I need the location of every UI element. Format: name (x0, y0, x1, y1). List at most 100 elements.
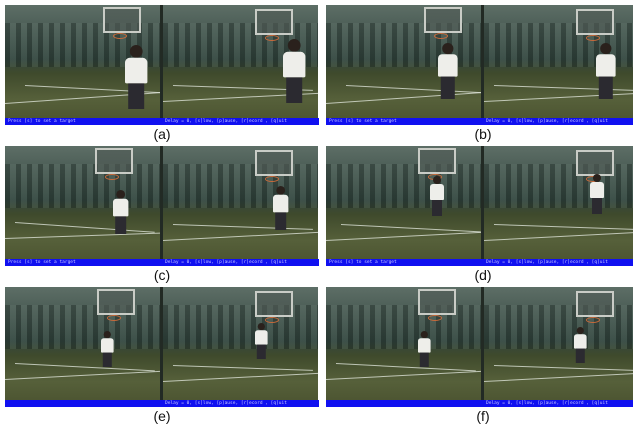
status-bar: Delay = 0, [s]low, [p]ause, [r]ecord , [… (326, 400, 633, 407)
backboard (255, 150, 293, 176)
status-bar: Press [s] to set a target Delay = 0, [s]… (326, 118, 633, 125)
backboard (97, 289, 135, 315)
panel-caption: (c) (153, 267, 171, 283)
player-torso (125, 57, 148, 84)
court-line (345, 85, 481, 94)
hoop (265, 176, 279, 182)
camera-view-right (163, 146, 318, 264)
view-divider (160, 5, 163, 123)
camera-view-left (326, 287, 481, 405)
backboard (255, 291, 293, 317)
camera-view-right (484, 287, 633, 405)
court-line (326, 231, 481, 241)
status-text-left: Press [s] to set a target (329, 260, 397, 265)
panel-e: Delay = 0, [s]low, [p]ause, [r]ecord , [… (5, 287, 319, 425)
status-text-right: Delay = 0, [s]low, [p]ause, [r]ecord , [… (486, 260, 608, 265)
video-frame (326, 146, 633, 264)
status-text-right: Delay = 0, [s]low, [p]ause, [r]ecord , [… (165, 260, 287, 265)
player-head (433, 176, 441, 184)
court-line (335, 363, 476, 372)
player-legs (575, 348, 585, 363)
hoop (113, 33, 127, 39)
status-bar: Press [s] to set a target Delay = 0, [s]… (5, 118, 319, 125)
wall-curtain (326, 164, 481, 208)
backboard (255, 9, 293, 35)
hoop (105, 174, 119, 180)
panel-d: Press [s] to set a target Delay = 0, [s]… (326, 146, 633, 284)
hoop (586, 35, 600, 41)
backboard (576, 150, 614, 176)
wall-curtain (163, 164, 318, 208)
player-head (129, 45, 143, 58)
video-frame (326, 287, 633, 405)
camera-view-left (5, 146, 160, 264)
player-torso (574, 334, 587, 349)
court-line (326, 370, 481, 380)
player-legs (440, 76, 455, 99)
wall-curtain (163, 305, 318, 349)
player-torso (418, 338, 431, 353)
court-line (5, 370, 160, 380)
player-torso (430, 184, 444, 200)
wall-curtain (5, 164, 160, 208)
video-frame (326, 5, 633, 123)
player-legs (115, 216, 127, 234)
status-bar: Press [s] to set a target Delay = 0, [s]… (5, 259, 319, 266)
player-legs (275, 212, 287, 230)
player-torso (438, 54, 458, 77)
view-divider (481, 5, 484, 123)
player-head (103, 331, 111, 339)
camera-view-left (5, 287, 160, 405)
video-frame (5, 5, 319, 123)
hoop (265, 35, 279, 41)
hoop (107, 315, 121, 321)
camera-view-right (484, 5, 633, 123)
status-text-left: Press [s] to set a target (8, 119, 76, 124)
view-divider (481, 146, 484, 264)
court-line (14, 222, 155, 233)
camera-view-right (163, 287, 318, 405)
camera-view-left (326, 5, 481, 123)
player-torso (596, 54, 616, 77)
camera-view-right (484, 146, 633, 264)
player-legs (598, 76, 613, 99)
panel-caption: (f) (476, 408, 490, 424)
view-divider (160, 287, 163, 405)
hoop (265, 317, 279, 323)
player-head (600, 43, 612, 55)
panel-b: Press [s] to set a target Delay = 0, [s]… (326, 5, 633, 143)
panel-caption: (e) (153, 408, 171, 424)
hoop (428, 315, 442, 321)
hoop (434, 33, 448, 39)
status-bar: Delay = 0, [s]low, [p]ause, [r]ecord , [… (5, 400, 319, 407)
player-head (287, 39, 301, 52)
view-divider (481, 287, 484, 405)
wall-curtain (326, 305, 481, 349)
backboard (576, 9, 614, 35)
player-torso (113, 198, 129, 217)
player-head (420, 331, 428, 339)
backboard (418, 148, 456, 174)
court-line (484, 372, 633, 382)
player-torso (590, 182, 604, 198)
backboard (424, 7, 462, 33)
video-frame (5, 287, 319, 405)
status-text-right: Delay = 0, [s]low, [p]ause, [r]ecord , [… (165, 119, 287, 124)
player-legs (592, 198, 602, 214)
backboard (418, 289, 456, 315)
camera-view-left (5, 5, 160, 123)
court-line (172, 365, 313, 371)
court-line (172, 224, 313, 230)
panel-f: Delay = 0, [s]low, [p]ause, [r]ecord , [… (326, 287, 633, 425)
court-line (163, 372, 318, 382)
player-legs (256, 344, 266, 359)
player-torso (273, 194, 289, 213)
player-legs (102, 352, 112, 367)
player-legs (419, 352, 429, 367)
court-line (340, 224, 481, 233)
player-head (257, 323, 265, 331)
wall-curtain (5, 305, 160, 349)
panel-a: Press [s] to set a target Delay = 0, [s]… (5, 5, 319, 143)
court-line (326, 91, 481, 104)
status-text-right: Delay = 0, [s]low, [p]ause, [r]ecord , [… (486, 401, 608, 406)
